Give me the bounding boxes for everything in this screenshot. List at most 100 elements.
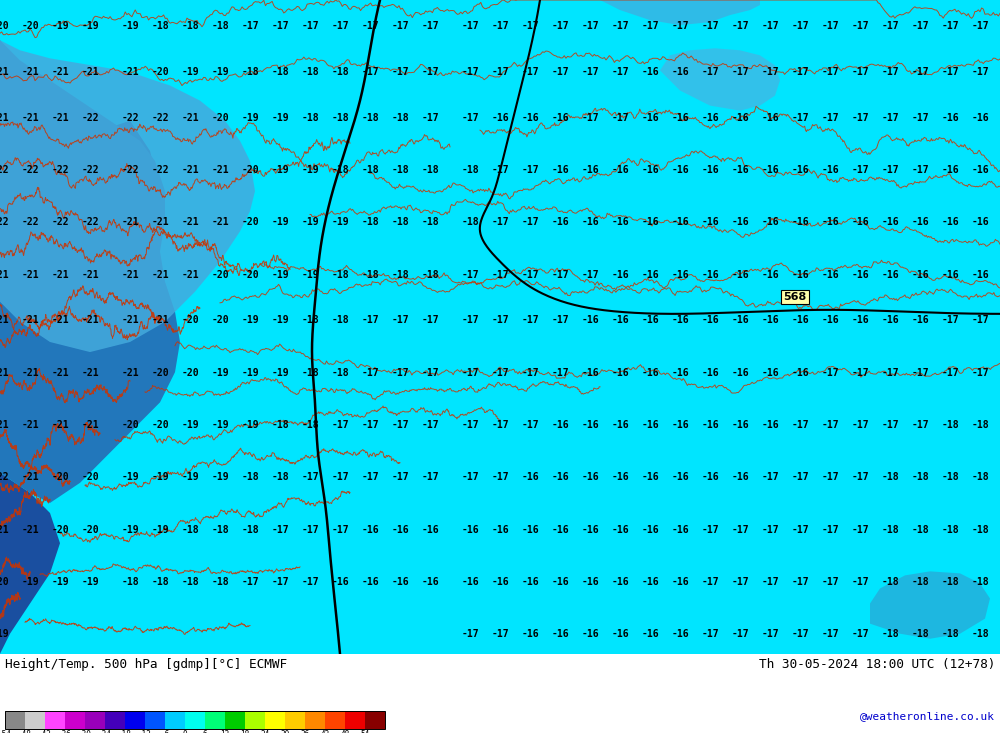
- Text: -16: -16: [581, 165, 599, 175]
- Text: -18: -18: [241, 67, 259, 77]
- Text: -20: -20: [211, 270, 229, 279]
- Text: -22: -22: [121, 113, 139, 122]
- Text: -18: -18: [971, 472, 989, 482]
- Text: -16: -16: [461, 577, 479, 587]
- Text: -16: -16: [551, 577, 569, 587]
- Text: -22: -22: [81, 113, 99, 122]
- Text: -21: -21: [21, 270, 39, 279]
- Text: -16: -16: [551, 217, 569, 227]
- Text: -16: -16: [941, 217, 959, 227]
- Text: -21: -21: [51, 270, 69, 279]
- Text: -18: -18: [151, 577, 169, 587]
- Text: -17: -17: [821, 420, 839, 430]
- Text: -21: -21: [51, 368, 69, 377]
- Text: 24: 24: [260, 730, 270, 733]
- Text: -19: -19: [121, 472, 139, 482]
- Text: -17: -17: [911, 165, 929, 175]
- Text: -19: -19: [271, 217, 289, 227]
- Text: -22: -22: [21, 217, 39, 227]
- Text: -20: -20: [81, 472, 99, 482]
- Text: -17: -17: [491, 472, 509, 482]
- Text: -22: -22: [81, 165, 99, 175]
- Text: -17: -17: [881, 368, 899, 377]
- Text: -17: -17: [551, 315, 569, 325]
- Text: -22: -22: [121, 165, 139, 175]
- Text: -17: -17: [971, 368, 989, 377]
- Text: -16: -16: [641, 525, 659, 534]
- Text: 18: 18: [240, 730, 250, 733]
- Text: -21: -21: [21, 67, 39, 77]
- Text: -16: -16: [551, 113, 569, 122]
- Text: -16: -16: [941, 165, 959, 175]
- Text: -17: -17: [301, 525, 319, 534]
- Text: -16: -16: [671, 420, 689, 430]
- Text: -30: -30: [78, 730, 92, 733]
- Text: -17: -17: [761, 67, 779, 77]
- Text: -17: -17: [611, 113, 629, 122]
- Text: -19: -19: [121, 21, 139, 32]
- Text: -16: -16: [791, 270, 809, 279]
- Text: -16: -16: [671, 113, 689, 122]
- Text: -16: -16: [971, 270, 989, 279]
- Text: -21: -21: [21, 525, 39, 534]
- Text: -17: -17: [361, 315, 379, 325]
- Text: -20: -20: [241, 217, 259, 227]
- Text: -19: -19: [271, 113, 289, 122]
- Text: -17: -17: [701, 577, 719, 587]
- Text: -17: -17: [911, 420, 929, 430]
- Text: -20: -20: [211, 315, 229, 325]
- Text: 12: 12: [220, 730, 230, 733]
- Text: -16: -16: [551, 525, 569, 534]
- Text: -17: -17: [941, 21, 959, 32]
- Text: -19: -19: [51, 21, 69, 32]
- Text: -16: -16: [761, 113, 779, 122]
- Text: -17: -17: [881, 67, 899, 77]
- Text: -21: -21: [51, 420, 69, 430]
- Text: -17: -17: [851, 21, 869, 32]
- Text: -17: -17: [271, 577, 289, 587]
- Text: -16: -16: [361, 577, 379, 587]
- Text: -18: -18: [941, 472, 959, 482]
- Text: -21: -21: [21, 472, 39, 482]
- Text: -17: -17: [791, 525, 809, 534]
- Polygon shape: [660, 48, 780, 111]
- Text: -18: -18: [881, 577, 899, 587]
- Text: -18: -18: [391, 217, 409, 227]
- Text: -18: -18: [361, 113, 379, 122]
- Text: -18: -18: [421, 217, 439, 227]
- Bar: [305, 711, 325, 729]
- Text: -16: -16: [821, 315, 839, 325]
- Text: -17: -17: [851, 67, 869, 77]
- Bar: [345, 711, 365, 729]
- Text: -16: -16: [701, 315, 719, 325]
- Text: -18: -18: [301, 67, 319, 77]
- Text: -16: -16: [581, 629, 599, 639]
- Polygon shape: [870, 571, 990, 638]
- Text: -18: -18: [881, 525, 899, 534]
- Text: -18: -18: [911, 577, 929, 587]
- Text: -16: -16: [491, 113, 509, 122]
- Text: -16: -16: [761, 420, 779, 430]
- Text: -16: -16: [641, 577, 659, 587]
- Text: -17: -17: [731, 525, 749, 534]
- Text: -20: -20: [0, 21, 9, 32]
- Text: -16: -16: [611, 420, 629, 430]
- Text: -17: -17: [271, 525, 289, 534]
- Text: -17: -17: [521, 21, 539, 32]
- Text: -24: -24: [98, 730, 112, 733]
- Text: -17: -17: [581, 21, 599, 32]
- Text: -16: -16: [461, 525, 479, 534]
- Text: -16: -16: [581, 217, 599, 227]
- Text: -16: -16: [611, 217, 629, 227]
- Text: -18: -18: [271, 472, 289, 482]
- Text: -16: -16: [701, 217, 719, 227]
- Text: -17: -17: [461, 21, 479, 32]
- Text: 36: 36: [300, 730, 310, 733]
- Text: -17: -17: [761, 629, 779, 639]
- Text: -18: -18: [941, 420, 959, 430]
- Text: -18: -18: [271, 67, 289, 77]
- Text: -17: -17: [821, 368, 839, 377]
- Bar: [25, 711, 45, 729]
- Text: -17: -17: [641, 21, 659, 32]
- Text: -18: -18: [971, 420, 989, 430]
